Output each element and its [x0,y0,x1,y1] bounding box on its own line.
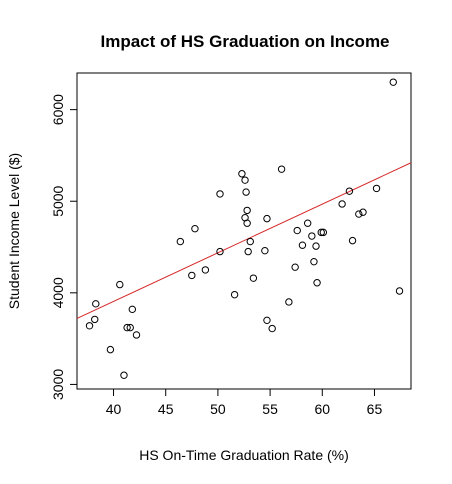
data-point [120,371,128,379]
data-point [242,188,250,196]
data-point [249,274,258,282]
data-point [277,165,286,173]
data-point [116,280,124,289]
data-point [298,241,307,249]
x-axis-ticks: 40 45 50 55 60 65 [106,389,383,417]
data-point [389,78,397,86]
data-point [243,206,251,215]
regression-line [76,162,412,319]
data-point [355,210,363,218]
x-tick-label: 60 [314,401,330,417]
data-point [244,247,252,256]
data-point [216,247,224,256]
data-point [91,315,99,324]
data-point [303,219,312,227]
x-tick-label: 50 [210,401,226,417]
y-axis-label: Student Income Level ($) [6,153,22,309]
data-point [372,184,381,193]
data-point [395,287,404,295]
data-point [132,331,141,339]
data-point [312,242,320,250]
data-point [188,271,196,280]
data-point [123,323,131,332]
x-tick-label: 40 [106,401,122,417]
data-point [263,316,271,325]
data-point [345,187,354,195]
data-point [268,324,276,333]
data-point [216,190,224,198]
data-point [246,237,254,246]
x-tick-label: 45 [158,401,174,417]
data-point [308,232,316,240]
x-tick-label: 65 [367,401,383,417]
x-tick-label: 55 [262,401,278,417]
data-point [310,257,318,266]
data-point [243,219,251,227]
x-axis-label: HS On-Time Graduation Rate (%) [139,447,349,463]
data-point [317,228,325,237]
data-point [241,176,249,184]
data-point [201,266,210,274]
data-point [348,236,357,245]
data-point [191,225,199,233]
data-point [85,322,94,330]
data-point [291,263,299,271]
y-tick-label: 6000 [50,94,66,125]
y-tick-label: 3000 [50,369,66,400]
data-point [176,237,185,246]
data-point [338,200,346,208]
data-point [106,345,115,354]
data-point [263,214,271,223]
data-point [293,226,301,235]
plot-frame [76,72,412,390]
y-axis-ticks: 3000 4000 5000 6000 [50,94,77,400]
data-point [128,305,137,314]
data-point [230,290,239,299]
data-point [261,246,269,255]
data-point [319,228,328,237]
data-point [359,208,367,216]
data-point [238,170,246,178]
y-tick-label: 5000 [50,185,66,216]
data-point [92,300,100,308]
data-point [313,279,321,287]
chart-title: Impact of HS Graduation on Income [100,32,389,51]
data-point [285,298,293,306]
data-point [126,323,134,332]
data-points [85,78,404,379]
y-tick-label: 4000 [50,277,66,308]
